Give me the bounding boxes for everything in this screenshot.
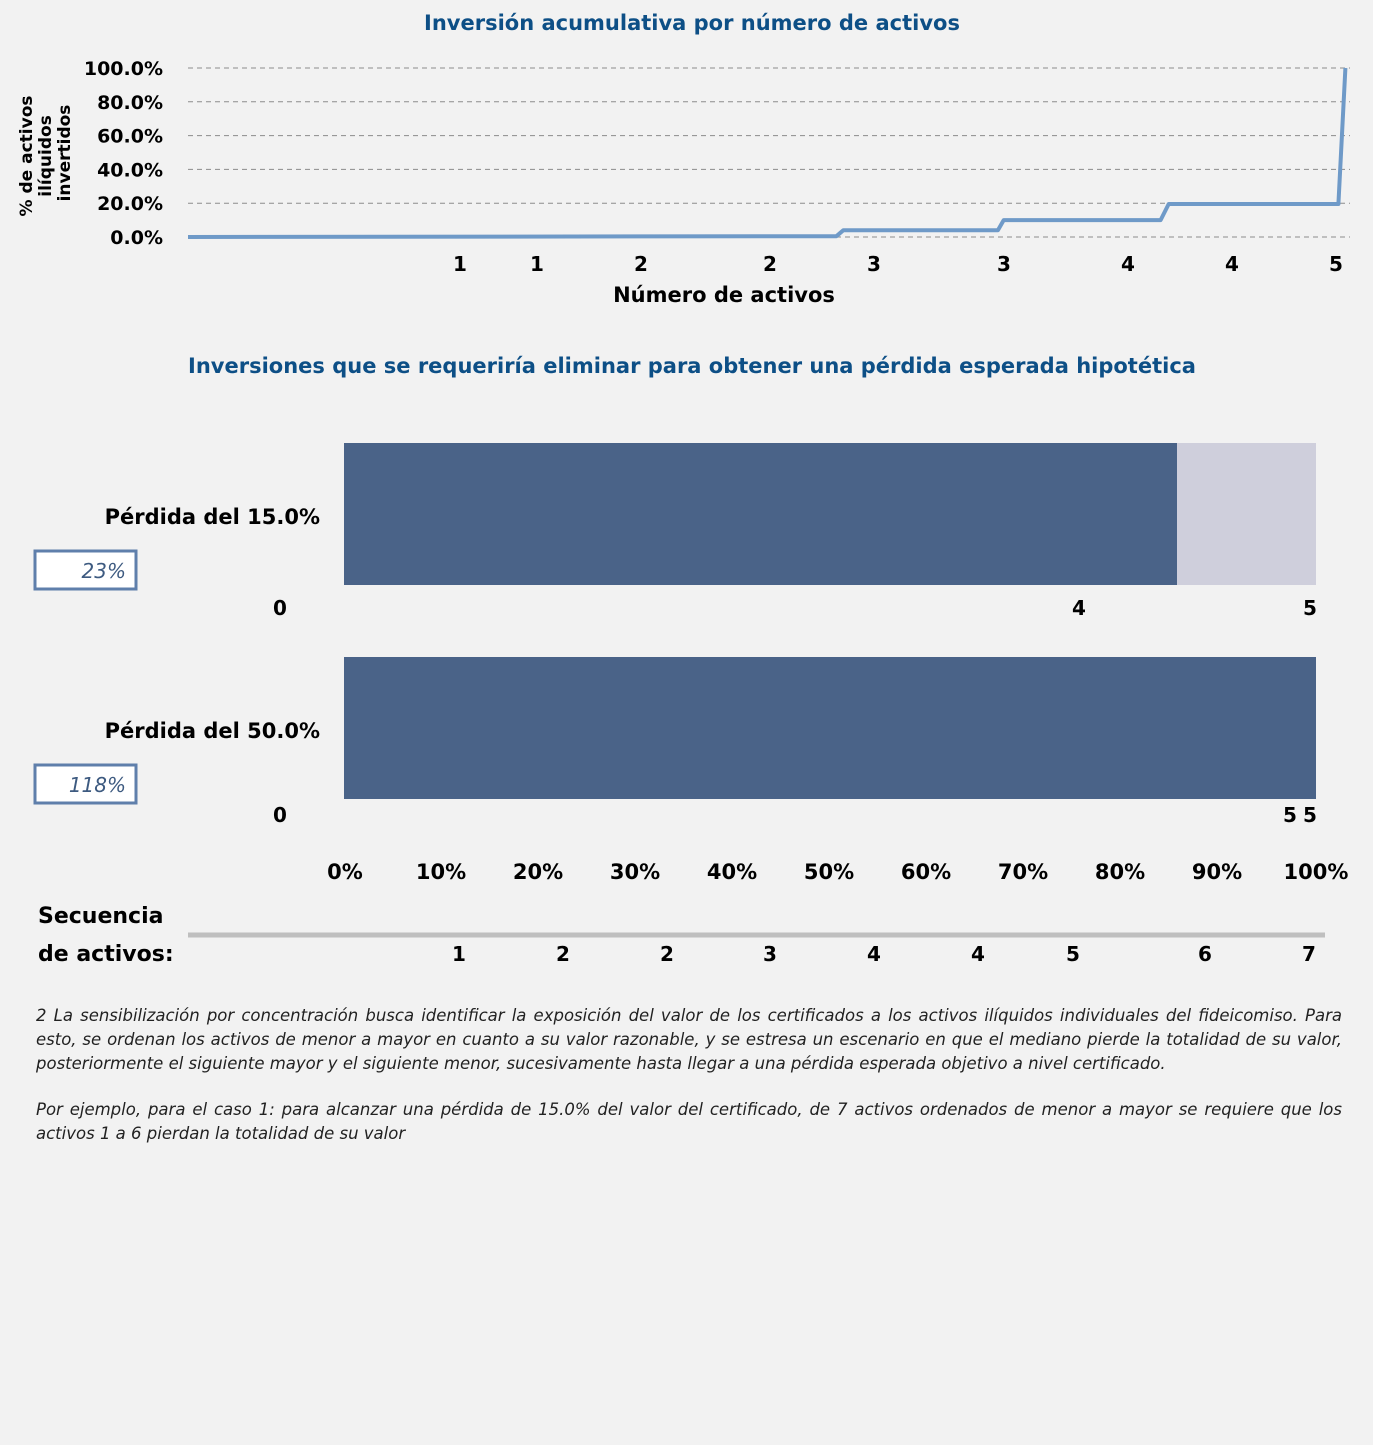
y-tick-label: 40.0% — [97, 159, 163, 181]
value-badge-text: 23% — [82, 559, 126, 583]
x-tick-label: 3 — [867, 252, 881, 276]
line-chart-gridlines — [188, 67, 1350, 238]
sequence-label-1: Secuencia — [38, 904, 163, 929]
footnote-paragraph-2: Por ejemplo, para el caso 1: para alcanz… — [36, 1100, 1342, 1143]
sequence-number: 6 — [1198, 942, 1212, 966]
charts-canvas: Inversión acumulativa por número de acti… — [17, 11, 1350, 967]
line-chart-y-label: % de activos ilíquidos invertidos — [17, 90, 75, 217]
value-badge — [33, 763, 138, 805]
value-badge — [33, 549, 138, 591]
bar-start-label: 0 — [273, 596, 287, 620]
line-chart-x-ticks: 1 1 2 2 3 3 4 4 5 — [453, 252, 1343, 276]
x-tick-label: 1 — [530, 252, 544, 276]
bar-x-tick-label: 30% — [610, 860, 660, 884]
bar-mid-label: 4 — [1072, 596, 1086, 620]
bar-end-label: 5 — [1303, 596, 1317, 620]
x-tick-label: 5 — [1329, 252, 1343, 276]
sequence-number: 4 — [867, 942, 881, 966]
line-chart-title: Inversión acumulativa por número de acti… — [424, 11, 960, 35]
bar-x-tick-label: 50% — [804, 860, 854, 884]
bar-x-tick-label: 80% — [1095, 860, 1145, 884]
bar-x-tick-label: 90% — [1192, 860, 1242, 884]
sequence-number: 2 — [556, 942, 570, 966]
x-tick-label: 3 — [997, 252, 1011, 276]
sequence-number: 2 — [660, 942, 674, 966]
sequence-numbers: 1 2 2 3 4 4 5 6 7 — [452, 942, 1316, 966]
x-tick-label: 1 — [453, 252, 467, 276]
line-series — [187, 67, 1348, 239]
footnotes: 2 La sensibilización por concentración b… — [36, 1004, 1342, 1168]
bar-category-label: Pérdida del 50.0% — [105, 719, 320, 743]
x-tick-label: 2 — [763, 252, 777, 276]
bar-mid-label: 5 — [1283, 803, 1297, 827]
value-badge-text: 118% — [69, 773, 126, 797]
x-tick-label: 2 — [634, 252, 648, 276]
bar-chart-x-ticks: 0% 10% 20% 30% 40% 50% 60% 70% 80% 90% 100% — [327, 860, 1348, 884]
bar-x-tick-label: 60% — [901, 860, 951, 884]
line-chart-y-ticks: 0.0% 20.0% 40.0% 60.0% 80.0% 100.0% — [84, 58, 163, 249]
sequence-number: 5 — [1066, 942, 1080, 966]
sequence-number: 3 — [763, 942, 777, 966]
y-tick-label: 100.0% — [84, 58, 163, 80]
bar-category-label: Pérdida del 15.0% — [105, 505, 320, 529]
sequence-number: 7 — [1302, 942, 1316, 966]
bar-chart-bars: Pérdida del 15.0% 23% 0 4 5 Pérdida del 50.0%… — [33, 443, 1317, 827]
bar-x-tick-label: 40% — [707, 860, 757, 884]
y-tick-label: 60.0% — [97, 126, 163, 148]
bar-x-tick-label: 100% — [1284, 860, 1349, 884]
bar-segment — [344, 443, 1178, 585]
line-chart-x-label: Número de activos — [613, 283, 835, 307]
y-tick-label: 20.0% — [97, 193, 163, 215]
footnote-paragraph-1: 2 La sensibilización por concentración b… — [36, 1006, 1342, 1073]
bar-segment — [344, 657, 1316, 799]
y-label-line-1: % de activos — [17, 95, 37, 216]
sequence-number: 1 — [452, 942, 466, 966]
bar-x-tick-label: 0% — [327, 860, 363, 884]
bar-x-tick-label: 10% — [416, 860, 466, 884]
x-tick-label: 4 — [1225, 252, 1239, 276]
sequence-number: 4 — [971, 942, 985, 966]
bar-end-label: 5 — [1303, 803, 1317, 827]
y-tick-label: 80.0% — [97, 92, 163, 114]
bar-x-tick-label: 70% — [998, 860, 1048, 884]
sequence-label-2: de activos: — [38, 942, 174, 967]
y-tick-label: 0.0% — [110, 227, 163, 249]
y-label-line-3: invertidos — [55, 105, 75, 202]
x-tick-label: 4 — [1121, 252, 1135, 276]
bar-x-tick-label: 20% — [513, 860, 563, 884]
y-label-line-2: ilíquidos — [36, 115, 56, 197]
bar-start-label: 0 — [273, 803, 287, 827]
bar-segment — [1177, 443, 1316, 585]
bar-chart-title: Inversiones que se requeriría eliminar p… — [188, 354, 1196, 378]
